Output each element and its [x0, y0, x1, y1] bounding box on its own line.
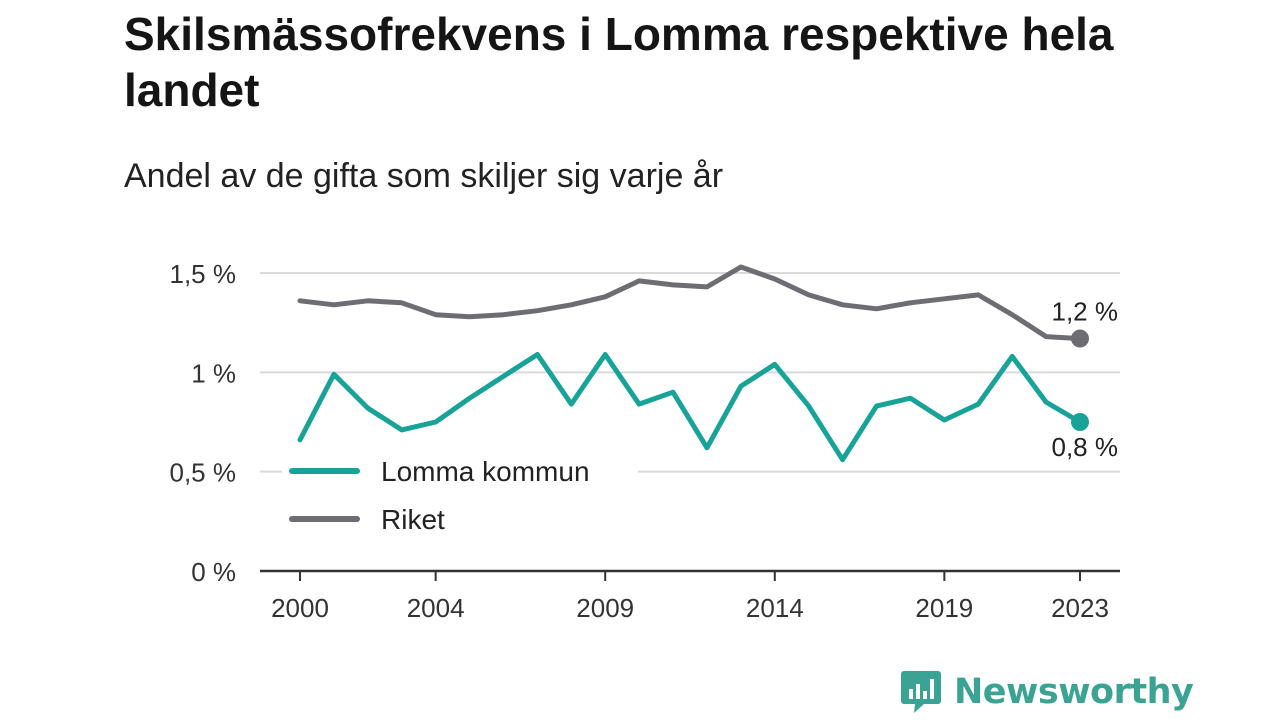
legend: Lomma kommun Riket [282, 452, 638, 535]
legend-label: Riket [381, 504, 445, 535]
y-tick-label: 1 % [191, 358, 236, 388]
x-tick-label: 2004 [407, 593, 465, 623]
x-tick-label: 2009 [576, 593, 634, 623]
x-axis: 2000 2004 2009 2014 2019 2023 [260, 569, 1120, 623]
x-tick-label: 2019 [915, 593, 973, 623]
y-tick-label: 0,5 % [170, 458, 237, 488]
chart-title: Skilsmässofrekvens i Lomma respektive he… [124, 8, 1114, 116]
brand-name: Newsworthy [954, 672, 1194, 712]
y-axis-tick-labels: 0 % 0,5 % 1 % 1,5 % [170, 259, 237, 587]
x-tick-label: 2023 [1051, 593, 1109, 623]
series-end-label: 0,8 % [1052, 432, 1119, 462]
y-tick-label: 1,5 % [170, 259, 237, 289]
series-end-point [1071, 329, 1089, 348]
x-tick-label: 2014 [746, 593, 804, 623]
legend-label: Lomma kommun [381, 456, 590, 487]
series-lines: 0,8 % 1,2 % [297, 264, 1119, 463]
series-end-label: 1,2 % [1052, 297, 1119, 327]
y-tick-label: 0 % [191, 557, 236, 587]
chart-subtitle: Andel av de gifta som skiljer sig varje … [124, 157, 724, 195]
x-tick-label: 2000 [271, 593, 329, 623]
series-line-lomma [297, 352, 1083, 463]
series-end-point [1071, 413, 1089, 431]
newsworthy-brand[interactable]: Newsworthy [900, 670, 1194, 714]
series-line-riket [297, 264, 1083, 342]
newsworthy-logo-icon [901, 671, 941, 713]
